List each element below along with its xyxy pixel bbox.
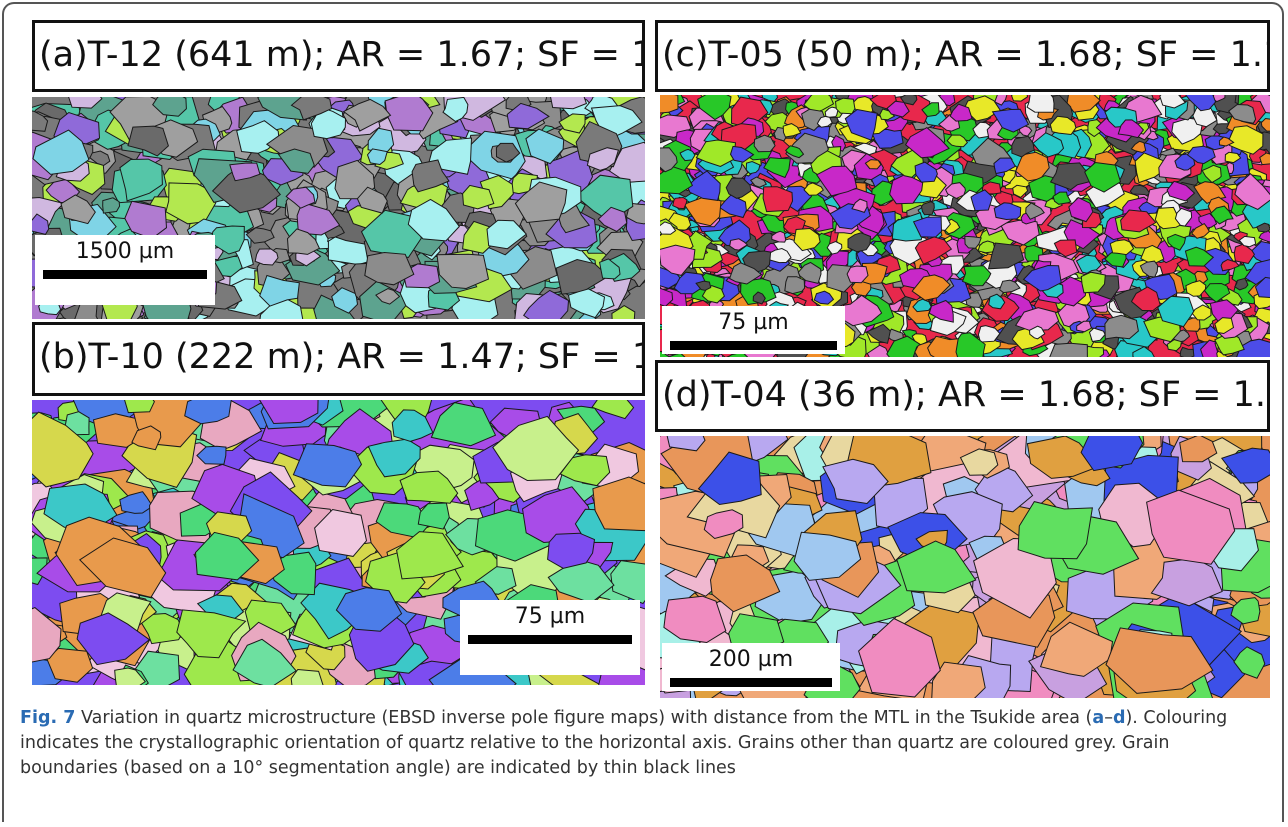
grain — [1027, 95, 1054, 112]
caption-ref: d — [1113, 708, 1126, 728]
scale-bar-label: 1500 µm — [76, 239, 174, 264]
page: (a)T-12 (641 m); AR = 1.67; SF = 1.12 150… — [0, 0, 1288, 827]
scale-bar-label: 75 µm — [718, 310, 788, 335]
grain — [1018, 502, 1092, 559]
panel-label: (a) — [39, 35, 88, 75]
grain — [922, 202, 935, 215]
caption-text: Variation in quartz microstructure (EBSD… — [81, 708, 1092, 728]
scale-bar-label: 75 µm — [515, 604, 585, 629]
panel-label: (b) — [39, 337, 89, 377]
grain — [255, 249, 278, 265]
scale-bar-label: 200 µm — [709, 647, 793, 672]
grain — [785, 277, 805, 294]
figure-label: Fig. 7 — [20, 708, 75, 728]
panel-caption: T-10 (222 m); AR = 1.47; SF = 1.30 — [89, 337, 645, 377]
caption-text: – — [1104, 708, 1113, 728]
grain — [836, 98, 855, 114]
panel-label: (d) — [662, 375, 712, 415]
panel-title: (d)T-04 (36 m); AR = 1.68; SF = 1.46 — [655, 360, 1270, 432]
grain — [124, 400, 155, 413]
scale-bar-line — [670, 341, 837, 350]
panel-title: (c)T-05 (50 m); AR = 1.68; SF = 1.17 — [655, 20, 1270, 92]
grain — [673, 198, 687, 209]
scale-bar: 1500 µm — [35, 235, 215, 305]
scale-bar: 75 µm — [460, 600, 640, 675]
caption: Fig. 7 Variation in quartz microstructur… — [20, 706, 1270, 781]
panel-title: (a)T-12 (641 m); AR = 1.67; SF = 1.12 — [32, 20, 645, 92]
panel-caption: T-12 (641 m); AR = 1.67; SF = 1.12 — [88, 35, 645, 75]
scale-bar-line — [670, 678, 832, 687]
scale-bar-line — [43, 270, 207, 279]
grain — [1105, 315, 1139, 339]
scale-bar: 75 µm — [662, 306, 845, 354]
panel-title: (b)T-10 (222 m); AR = 1.47; SF = 1.30 — [32, 322, 645, 396]
scale-bar: 200 µm — [662, 643, 840, 691]
panel-label: (c) — [662, 35, 709, 75]
grain — [103, 198, 120, 213]
scale-bar-line — [468, 635, 632, 644]
panel-caption: T-05 (50 m); AR = 1.68; SF = 1.17 — [709, 35, 1270, 75]
panel-caption: T-04 (36 m); AR = 1.68; SF = 1.46 — [712, 375, 1270, 415]
caption-ref: a — [1092, 708, 1104, 728]
grain — [1012, 95, 1028, 101]
grain — [1049, 343, 1087, 357]
